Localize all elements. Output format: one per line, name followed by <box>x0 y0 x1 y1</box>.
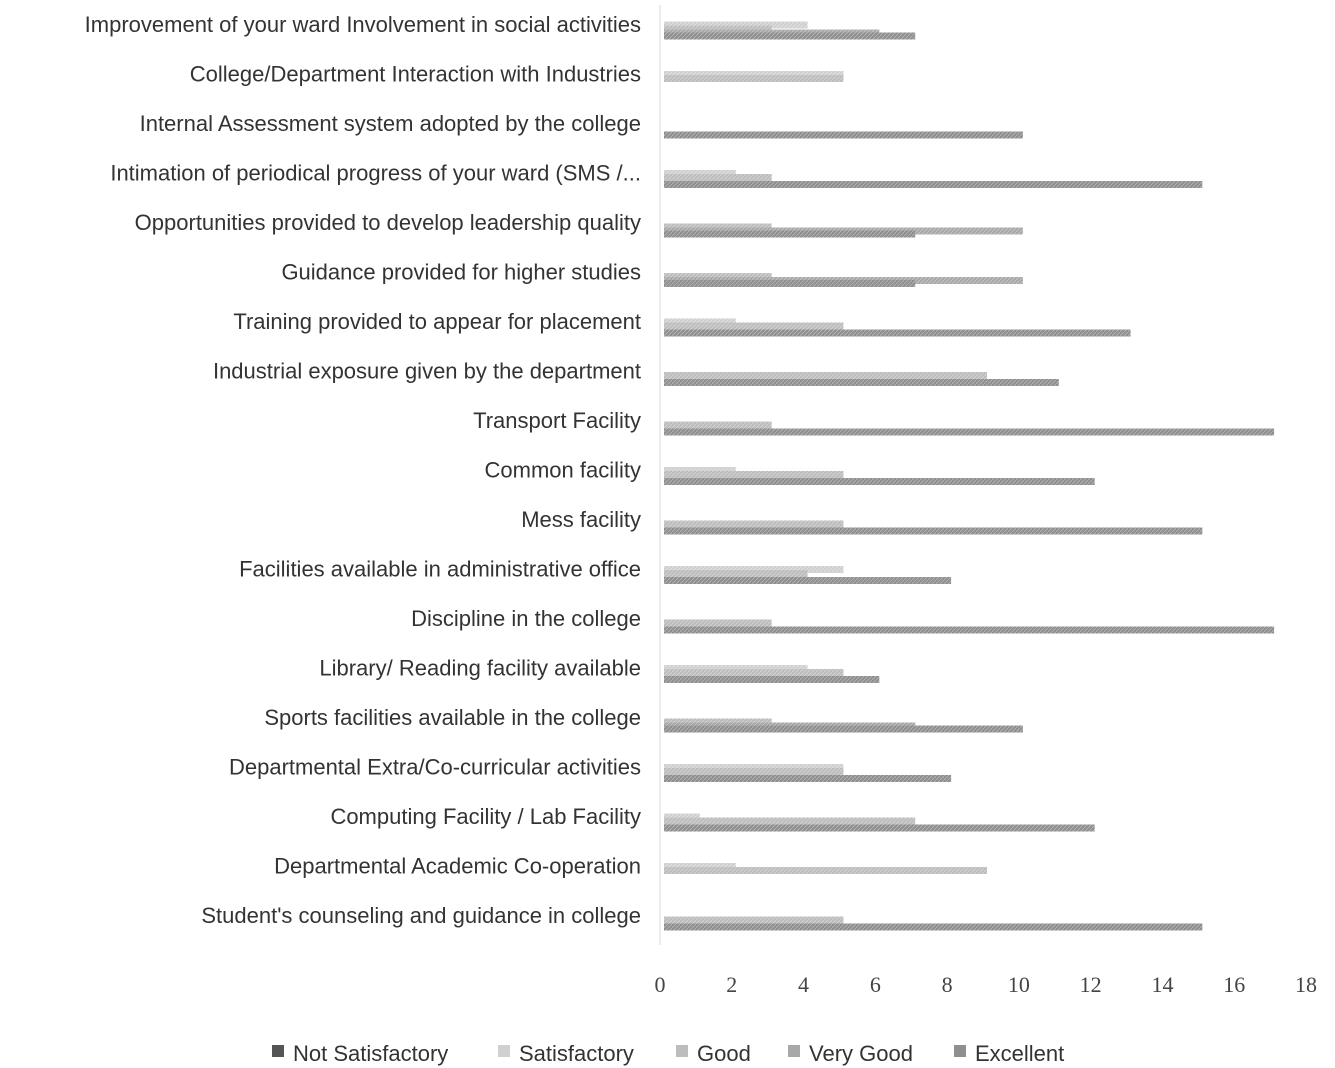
bar-texture <box>664 923 1203 931</box>
bar-texture <box>664 75 844 82</box>
bar-texture <box>664 813 700 821</box>
bar-texture <box>664 527 1203 535</box>
bar-texture <box>664 372 987 379</box>
bar-texture <box>664 280 916 287</box>
bar-texture <box>664 478 1095 485</box>
bar-texture <box>664 467 736 474</box>
category-label: Improvement of your ward Involvement in … <box>85 12 641 37</box>
bar-texture <box>664 863 736 870</box>
legend-label: Good <box>697 1041 751 1066</box>
bar-texture <box>664 718 772 726</box>
legend-swatch <box>676 1045 688 1057</box>
bar-texture <box>664 916 844 924</box>
bar-texture <box>664 566 844 573</box>
bar-texture <box>664 21 808 29</box>
bar-texture <box>664 329 1131 337</box>
legend-label: Not Satisfactory <box>293 1041 448 1066</box>
bar-texture <box>664 577 952 584</box>
bar-texture <box>664 322 844 330</box>
category-label: Student's counseling and guidance in col… <box>201 903 641 928</box>
bar-texture <box>664 867 987 874</box>
category-label: Internal Assessment system adopted by th… <box>140 111 641 136</box>
category-label: Departmental Extra/Co-curricular activit… <box>229 755 641 780</box>
bar-texture <box>664 775 952 782</box>
category-label: Opportunities provided to develop leader… <box>135 210 641 235</box>
category-label: Training provided to appear for placemen… <box>233 309 641 334</box>
bar-texture <box>664 131 1023 139</box>
legend-swatch <box>498 1045 510 1057</box>
bar-texture <box>664 824 1095 832</box>
plot-area <box>664 21 1275 931</box>
bar-texture <box>664 764 844 771</box>
bar-texture <box>664 520 844 528</box>
bar-texture <box>664 170 736 177</box>
legend: Not Satisfactory Satisfactory Good Very Goo… <box>272 1041 1064 1066</box>
bar-texture <box>664 428 1275 436</box>
bar-texture <box>664 626 1275 634</box>
x-tick-label: 4 <box>798 972 809 997</box>
bar-texture <box>664 181 1203 188</box>
bar-texture <box>664 669 844 676</box>
bar-texture <box>664 817 916 825</box>
category-label: Common facility <box>485 458 641 483</box>
legend-label: Satisfactory <box>519 1041 634 1066</box>
legend-swatch <box>272 1045 284 1057</box>
x-tick-label: 2 <box>726 972 737 997</box>
category-label: Industrial exposure given by the departm… <box>213 359 641 384</box>
category-label: Facilities available in administrative o… <box>239 557 641 582</box>
category-label: College/Department Interaction with Indu… <box>190 62 641 87</box>
x-tick-label: 6 <box>870 972 881 997</box>
category-label: Computing Facility / Lab Facility <box>330 804 641 829</box>
x-tick-label: 12 <box>1080 972 1102 997</box>
x-tick-label: 10 <box>1008 972 1030 997</box>
x-tick-label: 8 <box>942 972 953 997</box>
bar-texture <box>664 471 844 478</box>
category-label: Sports facilities available in the colle… <box>264 705 641 730</box>
bar-texture <box>664 676 880 683</box>
bar-texture <box>664 174 772 181</box>
legend-label: Very Good <box>809 1041 913 1066</box>
legend-swatch <box>954 1045 966 1057</box>
legend-label: Excellent <box>975 1041 1064 1066</box>
bar-texture <box>664 223 772 231</box>
category-axis: Improvement of your ward Involvement in … <box>85 5 661 945</box>
bar-texture <box>664 230 916 238</box>
bar-texture <box>664 619 772 627</box>
legend-swatch <box>788 1045 800 1057</box>
x-tick-label: 14 <box>1151 972 1173 997</box>
bar-texture <box>664 725 1023 733</box>
x-tick-label: 0 <box>655 972 666 997</box>
category-label: Departmental Academic Co-operation <box>274 854 641 879</box>
bar-texture <box>664 379 1059 386</box>
bar-texture <box>664 665 808 672</box>
category-label: Library/ Reading facility available <box>319 656 641 681</box>
category-label: Transport Facility <box>473 408 641 433</box>
value-axis: 0 2 4 6 8 10 12 14 16 18 <box>655 972 1318 997</box>
category-label: Intimation of periodical progress of you… <box>110 161 641 186</box>
x-tick-label: 16 <box>1223 972 1245 997</box>
bar-texture <box>664 421 772 429</box>
bar-texture <box>664 32 916 40</box>
category-label: Mess facility <box>521 507 641 532</box>
bar-texture <box>664 71 844 78</box>
x-tick-label: 18 <box>1295 972 1317 997</box>
category-label: Discipline in the college <box>411 606 641 631</box>
bar-texture <box>664 570 808 577</box>
bar-texture <box>664 25 772 33</box>
bar-texture <box>664 318 736 326</box>
category-label: Guidance provided for higher studies <box>281 260 641 285</box>
bar-texture <box>664 273 772 280</box>
bar-texture <box>664 768 844 775</box>
